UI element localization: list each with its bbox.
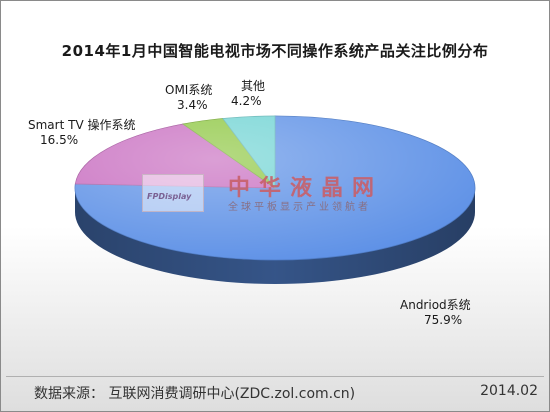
footer-divider [6, 376, 544, 377]
slice-value-omi: 3.4% [177, 98, 208, 112]
slice-label-other: 其他 4.2% [231, 79, 265, 109]
slice-value-smarttv: 16.5% [40, 133, 79, 147]
chart-title: 2014年1月中国智能电视市场不同操作系统产品关注比例分布 [61, 42, 489, 60]
slice-label-android: Andriod系统 75.9% [400, 298, 471, 328]
watermark-logo-box: FPDisplay [142, 174, 204, 212]
publish-date: 2014.02 [480, 383, 538, 399]
watermark-brand: FPDisplay [147, 192, 192, 201]
slice-name-other: 其他 [241, 79, 266, 93]
slice-label-omi: OMI系统 3.4% [165, 83, 212, 113]
watermark-title: 中华液晶网 [228, 176, 384, 201]
watermark: FPDisplay 中华液晶网 全球平板显示产业领航者 [142, 170, 402, 218]
slice-value-other: 4.2% [231, 94, 262, 108]
watermark-subtitle: 全球平板显示产业领航者 [228, 202, 371, 213]
slice-name-smarttv: Smart TV 操作系统 [28, 118, 136, 132]
data-source: 数据来源： 互联网消费调研中心(ZDC.zol.com.cn) [34, 386, 356, 402]
slice-value-android: 75.9% [424, 313, 463, 327]
slice-label-smarttv: Smart TV 操作系统 16.5% [28, 118, 135, 148]
slice-name-omi: OMI系统 [165, 83, 213, 97]
slice-name-android: Andriod系统 [400, 298, 471, 312]
pie-side-shade-android [75, 188, 475, 284]
pie-sides [75, 188, 475, 284]
